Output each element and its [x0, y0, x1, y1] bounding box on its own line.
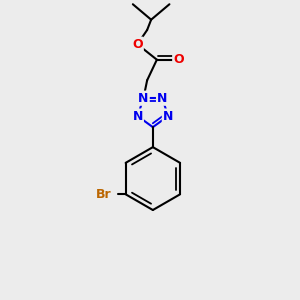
Text: O: O — [132, 38, 143, 51]
Text: N: N — [157, 92, 167, 105]
Text: O: O — [173, 53, 184, 66]
Text: N: N — [132, 110, 143, 123]
Text: N: N — [138, 92, 148, 105]
Text: Br: Br — [96, 188, 112, 201]
Text: N: N — [163, 110, 173, 123]
